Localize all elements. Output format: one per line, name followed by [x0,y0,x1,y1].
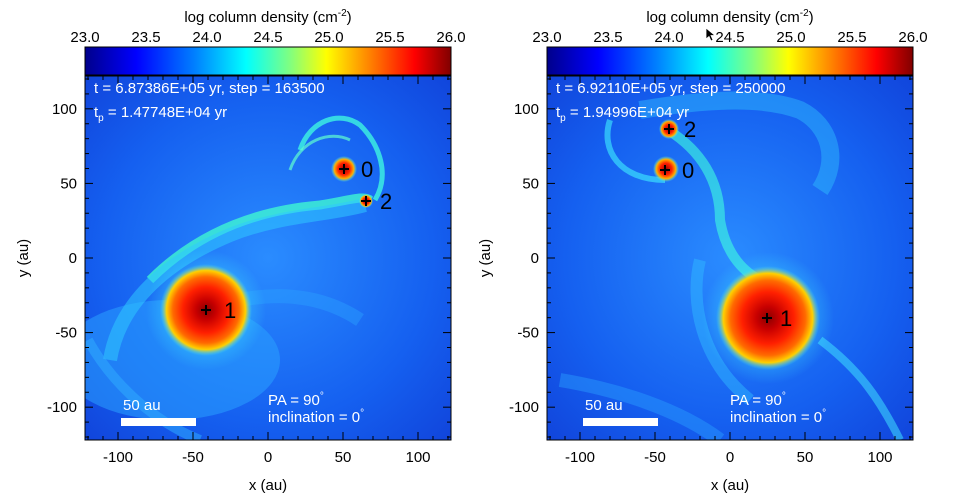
y-tick-label: -50 [55,325,77,342]
sink-label: 1 [780,306,792,331]
axis-ticks-left: -100 -50 0 50 100 100 50 0 -50 -100 [47,76,451,466]
inclination-label: inclination = 0° [268,408,364,426]
density-map-right [547,76,913,440]
y-tick-label: 0 [69,250,77,267]
colorbar-label: log column density (cm-2) [646,8,813,26]
x-tick-label: -100 [565,449,595,466]
x-tick-label: 0 [726,449,734,466]
filament [297,115,385,202]
tp-label: tp = 1.47748E+04 yr [94,104,227,124]
scale-bar-label: 50 au [585,397,623,414]
sink-label: 2 [684,117,696,142]
y-axis-label: y (au) [15,239,32,277]
x-tick-label: -50 [644,449,666,466]
colorbar-tick-label: 23.5 [131,29,160,46]
colorbar-ticks: 23.0 23.5 24.0 24.5 25.0 25.5 26.0 [532,29,927,46]
colorbar-gradient [84,46,452,76]
filament [103,198,367,362]
y-tick-label: 50 [522,175,539,192]
time-label: t = 6.92110E+05 yr, step = 250000 [556,80,786,97]
colorbar-left: log column density (cm-2) 23.0 23.5 24.0… [70,8,466,76]
y-tick-label: 100 [52,101,77,118]
scale-bar [583,418,658,426]
scale-bar-label: 50 au [123,397,161,414]
inclination-label: inclination = 0° [730,408,826,426]
filament [558,373,725,440]
colorbar-tick-label: 25.0 [314,29,343,46]
colorbar-right: log column density (cm-2) 23.0 23.5 24.0… [532,8,928,76]
colorbar-ticks: 23.0 23.5 24.0 24.5 25.0 25.5 26.0 [70,29,465,46]
x-tick-label: -100 [103,449,133,466]
y-tick-label: 100 [514,101,539,118]
filament [638,91,840,195]
sink-1-marker: 1 [201,298,236,323]
colorbar-tick-label: 23.0 [70,29,99,46]
x-tick-label: 0 [264,449,272,466]
density-map-left [85,76,451,440]
sink-label: 1 [224,298,236,323]
colorbar-tick-label: 23.5 [593,29,622,46]
x-tick-label: 100 [867,449,892,466]
sink-0-marker: 0 [339,157,373,182]
sink-2-marker: 2 [664,117,696,142]
colorbar-tick-label: 26.0 [898,29,927,46]
y-axis-label: y (au) [477,239,494,277]
filament [288,134,351,171]
colorbar-tick-label: 24.5 [253,29,282,46]
colorbar-tick-label: 24.0 [192,29,221,46]
filament [690,258,754,405]
filament [85,337,202,440]
panel-right: log column density (cm-2) 23.0 23.5 24.0… [477,8,928,494]
axis-ticks-right: -100 -50 0 50 100 100 50 0 -50 -100 [509,76,913,466]
pa-label: PA = 90° [730,391,786,409]
y-tick-label: -50 [517,325,539,342]
y-tick-label: 50 [60,175,77,192]
x-tick-label: 100 [405,449,430,466]
colorbar-gradient [546,46,914,76]
tp-label: tp = 1.94996E+04 yr [556,104,689,124]
colorbar-tick-label: 25.5 [375,29,404,46]
y-tick-label: 0 [531,250,539,267]
colorbar-tick-label: 23.0 [532,29,561,46]
sink-0-marker: 0 [660,158,694,183]
colorbar-tick-label: 25.5 [837,29,866,46]
sink-2-marker: 2 [361,189,392,214]
sink-label: 2 [380,189,392,214]
sink-label: 0 [361,157,373,182]
scale-bar [121,418,196,426]
pa-label: PA = 90° [268,391,324,409]
colorbar-tick-label: 24.0 [654,29,683,46]
x-tick-label: -50 [182,449,204,466]
x-tick-label: 50 [797,449,814,466]
colorbar-label: log column density (cm-2) [184,8,351,26]
filament [604,119,666,183]
mouse-cursor-icon [706,28,716,42]
y-tick-label: -100 [509,399,539,416]
y-tick-label: -100 [47,399,77,416]
colorbar-tick-label: 24.5 [715,29,744,46]
panel-left: log column density (cm-2) 23.0 23.5 24.0… [15,8,466,494]
x-tick-label: 50 [335,449,352,466]
filament [817,336,904,440]
colorbar-tick-label: 26.0 [436,29,465,46]
time-label: t = 6.87386E+05 yr, step = 163500 [94,80,325,97]
sink-label: 0 [682,158,694,183]
x-axis-label: x (au) [711,477,749,494]
colorbar-tick-label: 25.0 [776,29,805,46]
sink-1-marker: 1 [762,306,792,331]
x-axis-label: x (au) [249,477,287,494]
